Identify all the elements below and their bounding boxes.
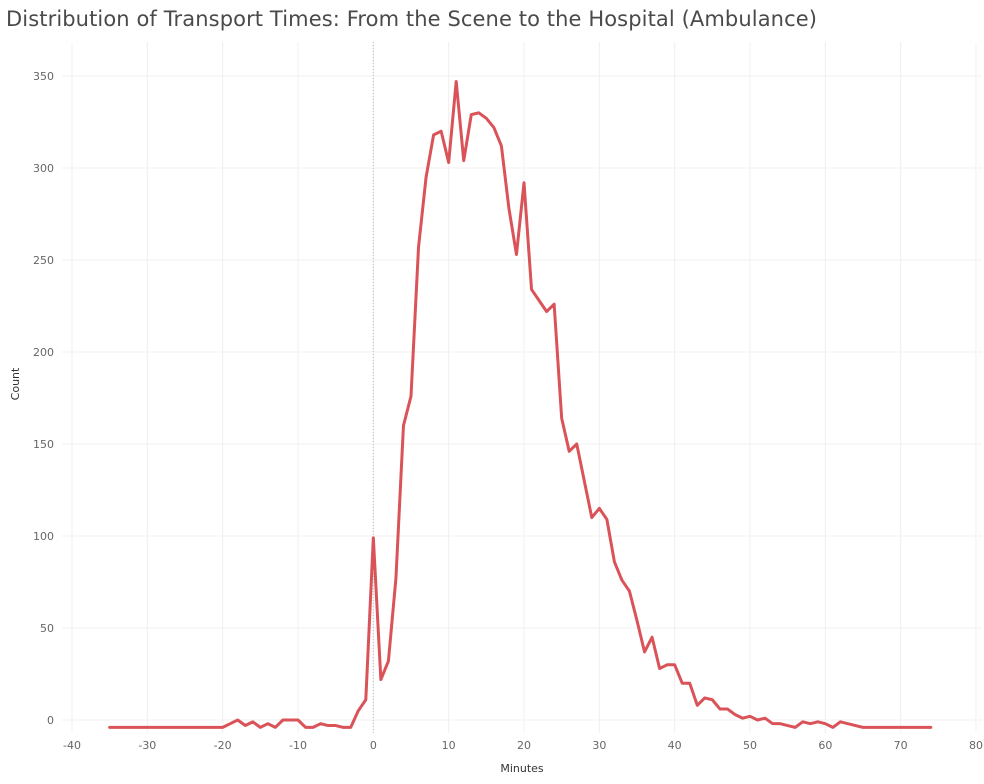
y-tick-label: 100 (33, 530, 54, 543)
series-layer (108, 80, 933, 729)
x-axis-label: Minutes (500, 762, 544, 775)
y-axis-ticks: 0 50 100 150 200 250 300 350 (33, 70, 54, 727)
x-tick-label: -10 (289, 739, 307, 752)
x-tick-label: 40 (668, 739, 682, 752)
y-tick-label: 350 (33, 70, 54, 83)
x-tick-label: 80 (969, 739, 983, 752)
y-tick-label: 0 (47, 714, 54, 727)
y-tick-label: 300 (33, 162, 54, 175)
x-tick-label: 0 (370, 739, 377, 752)
series-line (108, 80, 933, 729)
x-tick-label: 70 (894, 739, 908, 752)
y-tick-label: 200 (33, 346, 54, 359)
y-tick-label: 250 (33, 254, 54, 267)
chart-title: Distribution of Transport Times: From th… (6, 7, 818, 31)
x-axis-ticks: -40 -30 -20 -10 0 10 20 30 40 50 60 70 80 (63, 739, 983, 752)
x-tick-label: 50 (743, 739, 757, 752)
x-tick-label: 60 (818, 739, 832, 752)
x-tick-label: 10 (442, 739, 456, 752)
y-tick-label: 50 (40, 622, 54, 635)
y-axis-label: Count (9, 367, 22, 400)
x-tick-label: -30 (138, 739, 156, 752)
x-tick-label: -20 (214, 739, 232, 752)
x-tick-label: -40 (63, 739, 81, 752)
grid-lines (62, 42, 982, 733)
y-tick-label: 150 (33, 438, 54, 451)
x-tick-label: 30 (592, 739, 606, 752)
x-tick-label: 20 (517, 739, 531, 752)
